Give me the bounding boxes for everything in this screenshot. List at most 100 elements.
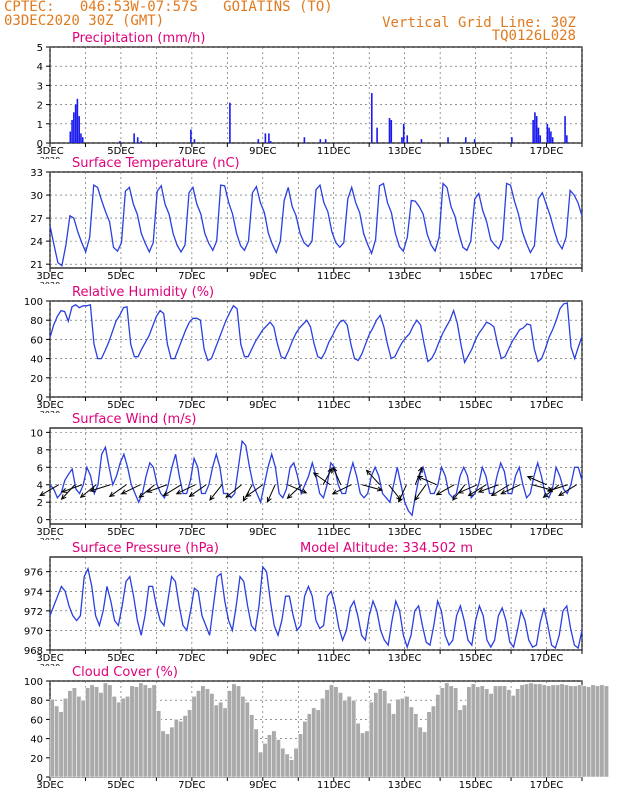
- cloud-bar: [377, 688, 383, 778]
- wind-vector: [90, 484, 111, 492]
- cloud-bar: [169, 726, 175, 778]
- cloud-bar: [360, 732, 366, 778]
- cloud-bar: [346, 696, 352, 778]
- cloud-bar: [559, 683, 565, 778]
- panel-1-xtick-label: 17DEC: [530, 146, 564, 157]
- wind-vector-head: [376, 486, 384, 492]
- panel-6-ytick-label: 40: [30, 735, 43, 746]
- precip-bar: [136, 137, 139, 143]
- cloud-bar: [204, 688, 210, 778]
- wind-vector: [417, 476, 437, 486]
- precip-bar: [420, 139, 423, 143]
- cloud-bar: [368, 701, 374, 778]
- panel-4-xtick-label: 11DEC: [317, 527, 351, 538]
- precip-bar: [269, 141, 272, 143]
- cloud-bar: [466, 686, 472, 778]
- panel-3-ytick-label: 60: [30, 335, 43, 346]
- wind-vector: [267, 484, 276, 503]
- header-run-code: TQ0126L028: [491, 28, 576, 44]
- panel-1-ytick-label: 2: [37, 101, 43, 112]
- panel-3-xtick-label: 17DEC: [530, 400, 564, 411]
- wind-vector-head: [457, 488, 464, 494]
- cloud-bar: [178, 721, 184, 778]
- wind-vector-head: [245, 491, 252, 498]
- panel-2-title: Surface Temperature (nC): [72, 156, 240, 171]
- cloud-bar: [586, 686, 592, 778]
- cloud-bar: [515, 688, 521, 778]
- cloud-bar: [373, 692, 379, 778]
- precip-bar: [119, 141, 121, 143]
- cloud-bar: [102, 682, 108, 778]
- wind-vector: [398, 484, 407, 503]
- cloud-bar: [555, 684, 561, 778]
- cloud-bar: [147, 687, 153, 778]
- cloud-bar: [382, 690, 388, 778]
- wind-vector: [61, 484, 76, 500]
- precip-bar: [546, 123, 549, 143]
- panel-4-xtick-label: 5DEC: [107, 527, 134, 538]
- precip-bar: [257, 139, 260, 143]
- cloud-bar: [479, 685, 485, 778]
- panel-4-ytick-label: 0: [37, 516, 43, 527]
- wind-vector-head: [416, 475, 423, 481]
- cloud-bar: [218, 701, 224, 778]
- wind-vector-head: [162, 491, 169, 497]
- wind-vector-head: [175, 489, 182, 495]
- wind-vector-head: [526, 475, 533, 481]
- cloud-bar: [444, 682, 450, 778]
- cloud-bar: [293, 747, 299, 778]
- cloud-bar: [94, 686, 100, 778]
- precip-bar: [534, 112, 536, 143]
- cloud-bar: [320, 698, 326, 778]
- cloud-bar: [227, 690, 233, 778]
- panel-6-xtick-label: 3DEC: [36, 780, 63, 791]
- cloud-bar: [546, 685, 552, 778]
- cloud-bar: [129, 685, 135, 778]
- panel-6-year-label: 2020: [40, 790, 60, 799]
- panel-3-year-label: 2020: [40, 410, 60, 419]
- panel-4-year-label: 2020: [40, 537, 60, 546]
- wind-vector-head: [500, 489, 507, 495]
- cloud-bar: [173, 719, 179, 778]
- panel-2-xtick-label: 13DEC: [388, 271, 422, 282]
- cloud-bar: [298, 733, 303, 778]
- precip-bar: [303, 137, 306, 143]
- wind-vector: [458, 484, 478, 494]
- precip-bar: [229, 102, 231, 143]
- panel-1-xtick-label: 3DEC: [36, 146, 63, 157]
- panel-5-ytick-label: 972: [24, 607, 43, 618]
- panel-5-xtick-label: 9DEC: [249, 653, 276, 664]
- cloud-bar: [187, 709, 193, 778]
- wind-vector: [468, 484, 487, 496]
- wind-vector-head: [188, 491, 195, 498]
- precip-bar: [268, 133, 270, 143]
- panel-3-xtick-label: 9DEC: [249, 400, 276, 411]
- panel-3-xtick-label: 7DEC: [178, 400, 205, 411]
- cloud-bar: [395, 698, 401, 778]
- precip-bar: [550, 131, 552, 143]
- wind-vector-head: [327, 467, 333, 474]
- panel-4-ytick-label: 6: [37, 463, 43, 474]
- panel-4-xtick-label: 3DEC: [36, 527, 63, 538]
- cloud-bar: [497, 685, 503, 778]
- panel-5-xtick-label: 11DEC: [317, 653, 351, 664]
- panel-2-year-label: 2020: [40, 281, 60, 290]
- cloud-bar: [85, 687, 91, 778]
- cloud-bar: [302, 721, 308, 778]
- wind-vector: [189, 484, 207, 497]
- cloud-bar: [165, 733, 170, 778]
- wind-vector-head: [332, 466, 338, 473]
- cloud-bar: [528, 682, 534, 778]
- precip-bar: [402, 123, 405, 143]
- cloud-bar: [200, 685, 206, 778]
- wind-vector: [332, 467, 342, 485]
- cloud-bar: [58, 711, 64, 778]
- precip-bar: [190, 129, 192, 143]
- cloud-bar: [595, 685, 600, 778]
- precip-bar: [551, 137, 554, 143]
- cloud-bar: [151, 684, 157, 778]
- precip-bar: [464, 137, 467, 143]
- panel-2-xtick-label: 5DEC: [107, 271, 134, 282]
- panel-4-frame: [49, 427, 583, 525]
